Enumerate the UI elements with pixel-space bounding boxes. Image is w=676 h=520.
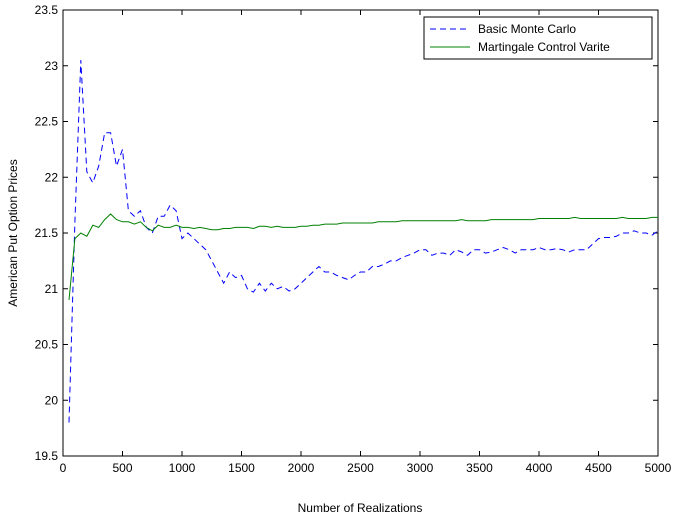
y-tick-label: 21 [45, 282, 59, 296]
legend-box [423, 16, 653, 60]
x-tick-label: 0 [60, 461, 67, 475]
series-line-basic-monte-carlo [68, 60, 659, 423]
plot-area [62, 9, 659, 457]
y-tick-label: 20 [45, 393, 59, 407]
legend: Basic Monte Carlo Martingale Control Var… [423, 16, 653, 60]
x-tick-label: 1500 [228, 461, 255, 475]
x-tick-label: 2000 [288, 461, 315, 475]
y-tick-label: 22.5 [35, 115, 59, 129]
y-axis-label: American Put Option Prices [6, 159, 20, 306]
x-tick-label: 4000 [526, 461, 553, 475]
y-tick-label: 23 [45, 59, 59, 73]
x-tick-label: 4500 [585, 461, 612, 475]
x-tick-label: 1000 [169, 461, 196, 475]
y-tick-label: 22 [45, 170, 59, 184]
y-tick-label: 19.5 [35, 449, 59, 463]
series-line-martingale-control-varite [68, 213, 658, 300]
axis-ticks: 0 500 1000 1500 2000 2500 3000 3500 4000 4500 5000… [35, 3, 672, 475]
legend-label-martingale-control-varite: Martingale Control Varite [478, 40, 610, 54]
x-tick-label: 2500 [347, 461, 374, 475]
legend-label-basic-monte-carlo: Basic Monte Carlo [478, 22, 576, 36]
x-tick-label: 500 [112, 461, 132, 475]
x-tick-label: 5000 [645, 461, 672, 475]
y-tick-label: 20.5 [35, 338, 59, 352]
series-lines [68, 60, 659, 423]
y-tick-label: 23.5 [35, 3, 59, 17]
y-tick-label: 21.5 [35, 226, 59, 240]
x-tick-label: 3500 [466, 461, 493, 475]
x-axis-label: Number of Realizations [298, 501, 423, 515]
x-tick-label: 3000 [407, 461, 434, 475]
